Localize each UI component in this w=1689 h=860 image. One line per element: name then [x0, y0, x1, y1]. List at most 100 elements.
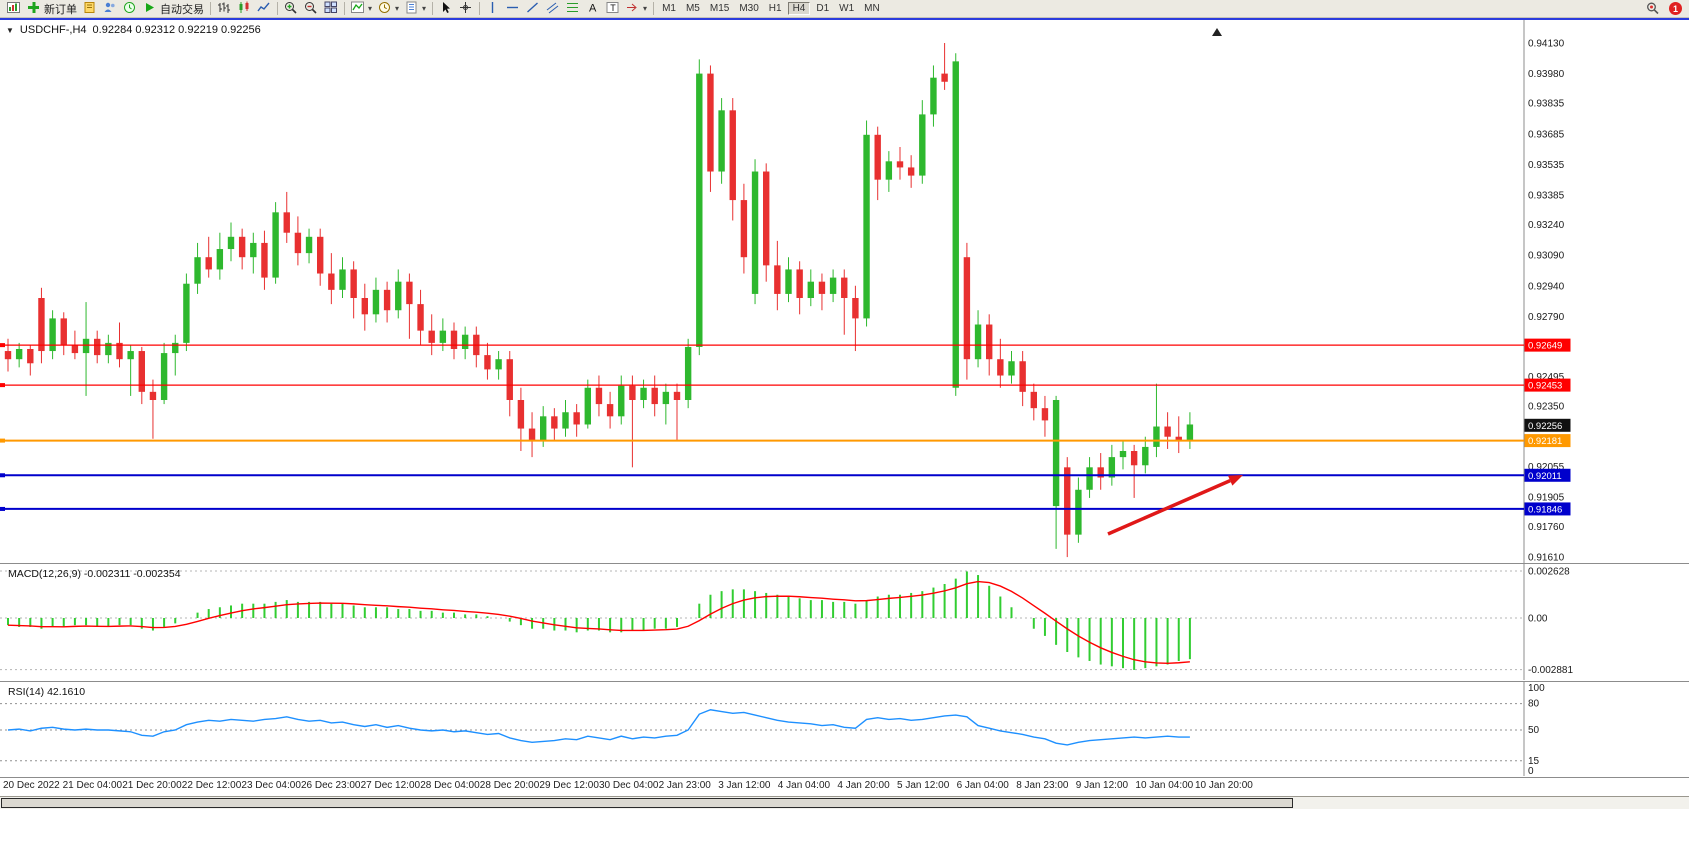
- arrows-menu-button[interactable]: ▾: [623, 1, 650, 17]
- timeframe-button-mn[interactable]: MN: [864, 3, 880, 14]
- timeframe-button-h4[interactable]: H4: [787, 2, 811, 15]
- text-tool[interactable]: A: [583, 1, 603, 17]
- dropdown-caret-icon: ▾: [395, 3, 400, 13]
- timeframe-button-m1[interactable]: M1: [662, 3, 676, 14]
- timeframe-button-w1[interactable]: W1: [839, 3, 855, 14]
- horizontal-line-tool[interactable]: [503, 1, 523, 17]
- price-tag: 0.92181: [1524, 434, 1571, 448]
- price-tag: 0.92453: [1524, 378, 1571, 392]
- price-axis-label: 0.92350: [1528, 402, 1565, 413]
- price-axis-label: 0.93090: [1528, 251, 1565, 262]
- candlestick-chart-icon[interactable]: [234, 1, 254, 17]
- candle-body: [372, 289, 380, 315]
- channel-tool[interactable]: [543, 1, 563, 17]
- toolbar-separator: [432, 2, 434, 15]
- candle-body: [930, 77, 937, 115]
- timeframe-button-h1[interactable]: H1: [768, 3, 782, 14]
- level-line-anchor[interactable]: [0, 438, 5, 443]
- candle-body: [361, 298, 368, 315]
- time-axis-label: 9 Jan 12:00: [1075, 780, 1129, 791]
- scrollbar-thumb[interactable]: [1, 798, 1293, 808]
- templates-menu-button[interactable]: ▾: [402, 1, 429, 17]
- time-axis-label: 2 Jan 23:00: [658, 780, 711, 791]
- candle-body: [328, 273, 335, 290]
- candle-body: [551, 416, 558, 429]
- timeframe-button-m30[interactable]: M30: [739, 3, 759, 14]
- candle-body: [428, 330, 435, 343]
- market-watch-icon[interactable]: [80, 1, 100, 17]
- zoom-in-icon[interactable]: [281, 1, 301, 17]
- line-chart-icon[interactable]: [254, 1, 274, 17]
- price-axis-label: 0.91760: [1528, 522, 1565, 533]
- candle-body: [250, 242, 257, 258]
- timeframe-button-m5[interactable]: M5: [685, 3, 700, 14]
- candle-body: [1142, 446, 1149, 466]
- cursor-tool-glyph: [439, 1, 453, 17]
- candle-body: [4, 351, 12, 360]
- price-tag: 0.91846: [1524, 502, 1571, 516]
- search-icon[interactable]: [1643, 1, 1663, 17]
- panel-divider[interactable]: [0, 681, 1689, 682]
- periods-menu-button[interactable]: ▾: [375, 1, 402, 17]
- time-axis-label: 26 Dec 23:00: [301, 780, 361, 791]
- main-chart-canvas[interactable]: 0.94130 0.93980 0.93835 0.93685 0.93535 0.933…: [0, 20, 1689, 563]
- indicators-glyph: [351, 1, 365, 17]
- candle-body: [160, 353, 168, 400]
- new-chart-icon[interactable]: [4, 1, 24, 17]
- chart-shift-marker[interactable]: [1212, 28, 1222, 36]
- candle-body: [1186, 424, 1194, 441]
- candlestick-chart-icon-glyph: [237, 1, 251, 17]
- rsi-axis-label: 15: [1528, 756, 1540, 767]
- timeframe-button-m15[interactable]: M15: [709, 3, 730, 14]
- fibonacci-tool[interactable]: [563, 1, 583, 17]
- tile-windows-icon[interactable]: [321, 1, 341, 17]
- terminal-icon[interactable]: [120, 1, 140, 17]
- rsi-line: [7, 709, 1190, 746]
- bar-chart-icon[interactable]: [214, 1, 234, 17]
- chart-menu-caret-icon[interactable]: ▼: [6, 25, 14, 35]
- navigator-icon[interactable]: [100, 1, 120, 17]
- candle-body: [172, 342, 179, 354]
- zoom-out-icon[interactable]: [301, 1, 321, 17]
- new-order-button[interactable]: 新订单: [24, 1, 80, 17]
- horizontal-scrollbar[interactable]: [0, 796, 1689, 809]
- candle-body: [395, 281, 402, 311]
- candle-body: [562, 412, 569, 429]
- dropdown-caret-icon: ▾: [368, 3, 373, 13]
- time-axis: 20 Dec 2022 21 Dec 04:00 21 Dec 20:00 22 De…: [0, 780, 1689, 794]
- time-axis-label: 28 Dec 04:00: [420, 780, 480, 791]
- time-axis-label: 6 Jan 04:00: [956, 780, 1009, 791]
- trend-arrow[interactable]: [1107, 479, 1231, 536]
- time-axis-label: 22 Dec 12:00: [181, 780, 242, 791]
- level-line-anchor[interactable]: [0, 506, 5, 511]
- cursor-tool-button[interactable]: [436, 1, 456, 17]
- line-chart-icon-glyph: [257, 1, 271, 17]
- candle-body: [829, 277, 837, 294]
- horizontal-line-glyph: [506, 1, 520, 17]
- indicators-menu-button[interactable]: ▾: [348, 1, 375, 17]
- notification-badge[interactable]: 1: [1669, 2, 1682, 15]
- chart-window-top-border: [0, 18, 1689, 20]
- price-tag: 0.92256: [1524, 418, 1571, 432]
- macd-panel-canvas[interactable]: 0.002628 0.00 -0.002881: [0, 564, 1689, 680]
- level-line-anchor[interactable]: [0, 473, 5, 478]
- level-line-anchor[interactable]: [0, 383, 5, 388]
- rsi-panel-canvas[interactable]: 100 80 50 150: [0, 682, 1689, 776]
- candle-body: [796, 269, 803, 298]
- price-axis-label: 0.93385: [1528, 190, 1565, 201]
- text-label-tool[interactable]: T: [603, 1, 623, 17]
- auto-trading-button[interactable]: 自动交易: [140, 1, 207, 17]
- level-line-anchor[interactable]: [0, 343, 5, 348]
- crosshair-tool-button[interactable]: [456, 1, 476, 17]
- trendline-tool[interactable]: [523, 1, 543, 17]
- timeframe-button-d1[interactable]: D1: [816, 3, 830, 14]
- vertical-line-tool[interactable]: [483, 1, 503, 17]
- candle-body: [305, 236, 313, 254]
- time-axis-label: 8 Jan 23:00: [1016, 780, 1069, 791]
- candle-body: [606, 404, 614, 417]
- dropdown-caret-icon: ▾: [643, 3, 648, 13]
- panel-divider[interactable]: [0, 563, 1689, 564]
- candle-body: [751, 171, 759, 294]
- candle-body: [350, 269, 357, 298]
